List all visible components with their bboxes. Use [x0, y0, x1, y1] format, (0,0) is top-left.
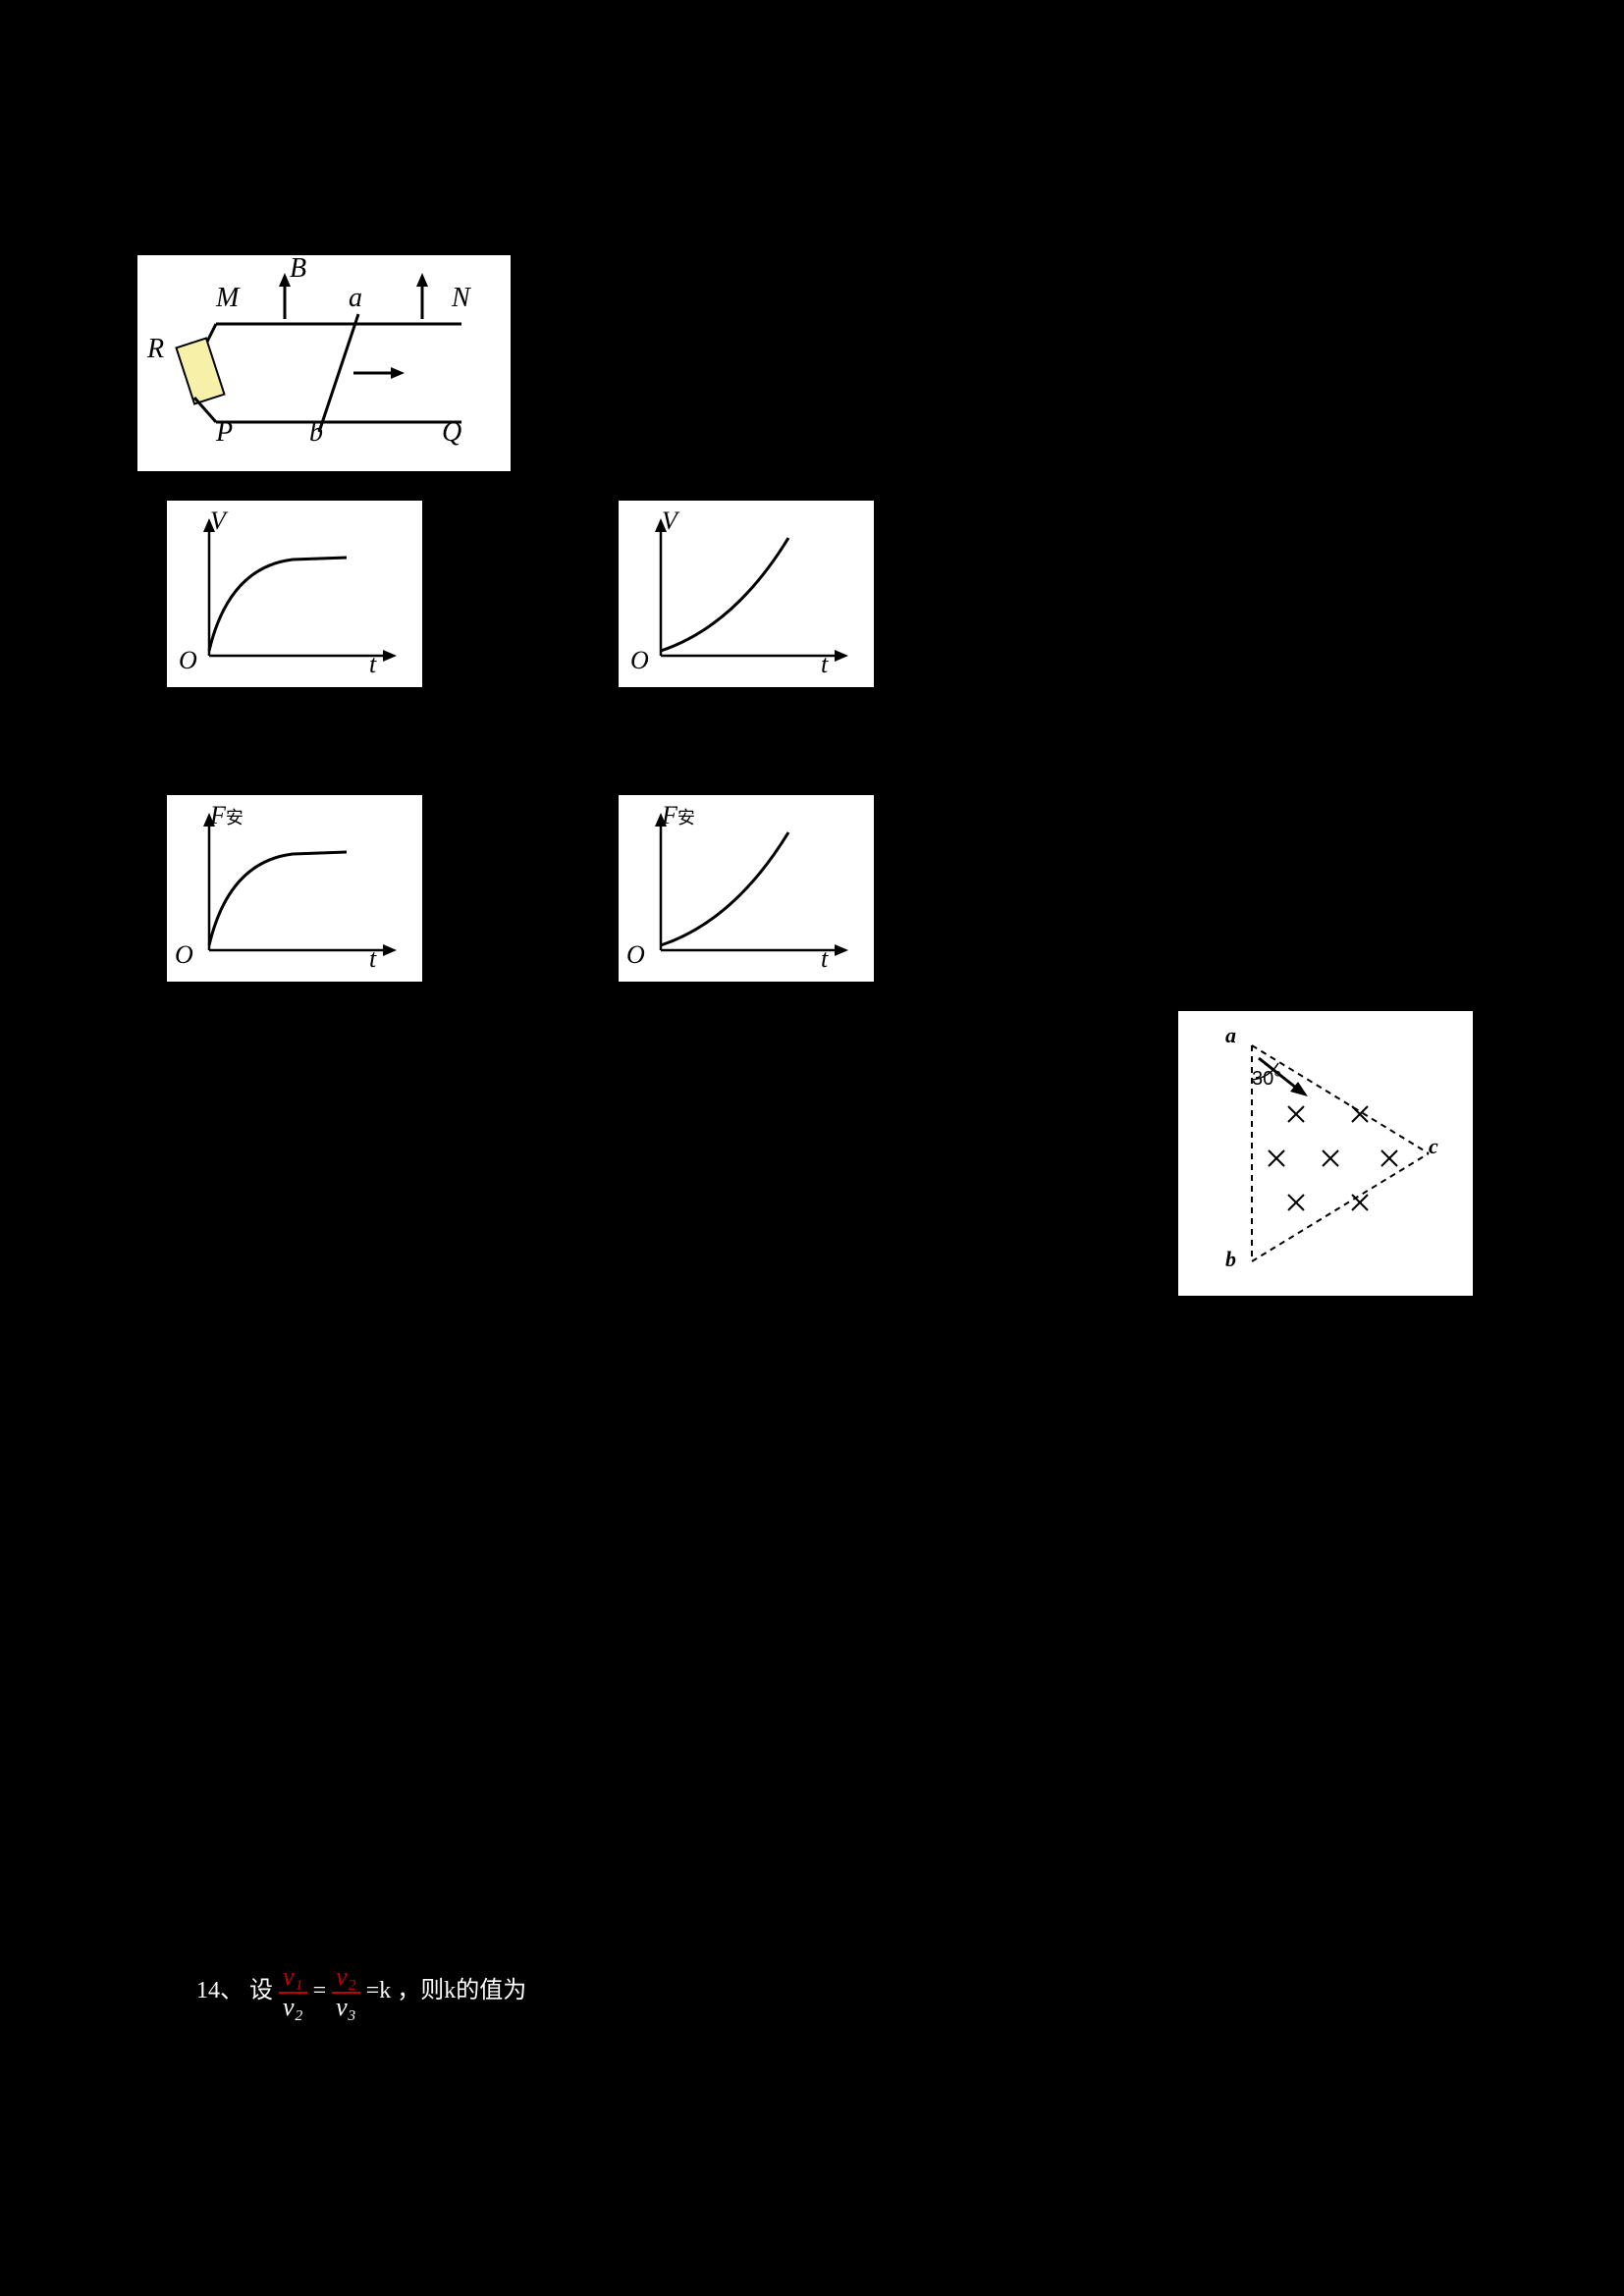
tri-angle: 30° [1252, 1068, 1281, 1091]
xlabel-B: t [821, 650, 828, 679]
p14-prefix: 设 [249, 1978, 273, 2003]
origin-B: O [630, 646, 649, 675]
p14-frac1: v₁ v₂ [279, 1963, 307, 2021]
ylabel-V-A: V [210, 507, 226, 536]
label-M: M [216, 283, 239, 314]
origin-C: O [175, 940, 193, 970]
graph-D: F安 O t [619, 795, 874, 982]
tri-label-a: a [1225, 1023, 1236, 1048]
label-R: R [147, 334, 164, 365]
ylabel-V-B: V [662, 507, 677, 536]
label-B: B [290, 253, 306, 285]
xlabel-D: t [821, 944, 828, 974]
graph-row-2: F安 O t F安 O t [167, 795, 1545, 982]
p14-number: 14、 [196, 1978, 244, 2003]
xlabel-A: t [369, 650, 376, 679]
graph-C: F安 O t [167, 795, 422, 982]
origin-D: O [626, 940, 645, 970]
label-a: a [349, 283, 362, 314]
label-P: P [216, 417, 233, 449]
graph-A: V O t [167, 501, 422, 687]
p14-frac2: v₂ v₃ [332, 1963, 360, 2021]
ylabel-F-D: F安 [662, 801, 695, 830]
triangle-diagram: a b c 30° [1178, 1011, 1473, 1296]
tri-label-c: c [1429, 1134, 1438, 1159]
circuit-diagram: M B a N R P b Q [137, 255, 511, 471]
origin-A: O [179, 646, 197, 675]
graph-B: V O t [619, 501, 874, 687]
label-b: b [309, 417, 323, 449]
label-Q: Q [442, 417, 461, 449]
label-N: N [452, 283, 470, 314]
tri-label-b: b [1225, 1247, 1236, 1272]
p14-suffix: ，则k的值为 [397, 1978, 526, 2003]
xlabel-C: t [369, 944, 376, 974]
ylabel-F-C: F安 [210, 801, 244, 830]
problem-14: 14、 设 v₁ v₂ = v₂ v₃ =k ，则k的值为 [196, 1963, 1545, 2021]
graph-row-1: V O t V O t [167, 501, 1545, 687]
